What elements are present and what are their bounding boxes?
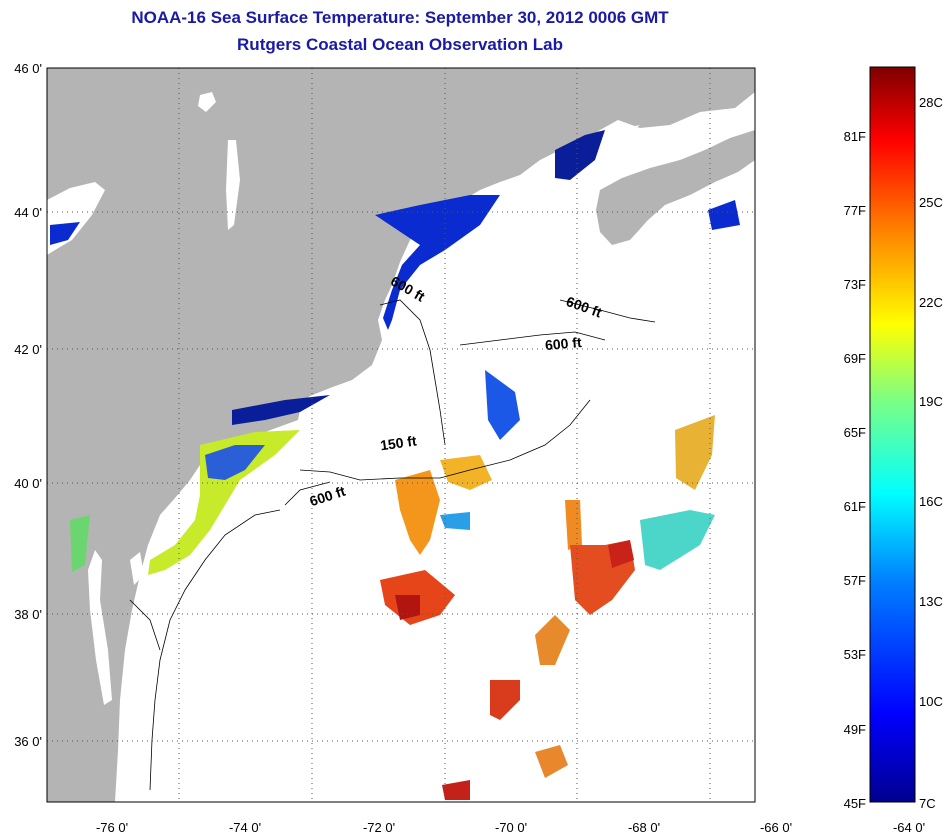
land-nova-scotia — [596, 130, 755, 245]
colorbar-celsius-labels: 28C 25C 22C 19C 16C 13C 10C 7C — [919, 95, 943, 811]
cb-c-label: 13C — [919, 594, 943, 609]
lat-tick-label: 36 0' — [14, 734, 42, 749]
cb-c-label: 25C — [919, 195, 943, 210]
depth-label: 150 ft — [379, 432, 418, 453]
cb-f-label: 81F — [844, 129, 866, 144]
lat-tick-label: 38 0' — [14, 607, 42, 622]
colorbar — [869, 66, 916, 803]
latitude-axis: 46 0' 44 0' 42 0' 40 0' 38 0' 36 0' — [14, 61, 42, 749]
chesapeake-bay — [88, 550, 112, 705]
cb-f-label: 65F — [844, 425, 866, 440]
colorbar-fahrenheit-labels: 81F 77F 73F 69F 65F 61F 57F 53F 49F 45F — [844, 129, 866, 811]
cb-c-label: 7C — [919, 796, 936, 811]
lat-lon-grid — [47, 68, 755, 802]
lon-tick-label: -66 0' — [760, 820, 792, 835]
cb-f-label: 49F — [844, 722, 866, 737]
lon-tick-label: -70 0' — [495, 820, 527, 835]
sst-data — [50, 130, 740, 800]
cb-c-label: 28C — [919, 95, 943, 110]
cb-f-label: 53F — [844, 647, 866, 662]
cb-f-label: 57F — [844, 573, 866, 588]
map-subtitle: Rutgers Coastal Ocean Observation Lab — [237, 35, 563, 54]
land-mainland — [47, 68, 755, 802]
lon-tick-label: -72 0' — [363, 820, 395, 835]
cb-c-label: 16C — [919, 494, 943, 509]
lon-tick-label: -64 0' — [893, 820, 925, 835]
lon-tick-label: -76 0' — [96, 820, 128, 835]
lat-tick-label: 40 0' — [14, 476, 42, 491]
lon-tick-label: -74 0' — [229, 820, 261, 835]
lat-tick-label: 46 0' — [14, 61, 42, 76]
cb-c-label: 19C — [919, 394, 943, 409]
cb-c-label: 22C — [919, 295, 943, 310]
lon-tick-label: -68 0' — [628, 820, 660, 835]
longitude-axis: -76 0' -74 0' -72 0' -70 0' -68 0' -66 0… — [96, 820, 925, 835]
bathymetry-contours — [129, 299, 656, 791]
cb-f-label: 77F — [844, 203, 866, 218]
cb-c-label: 10C — [919, 694, 943, 709]
map-frame — [46, 67, 756, 803]
lake-champlain — [226, 140, 240, 230]
lat-tick-label: 42 0' — [14, 342, 42, 357]
lat-tick-label: 44 0' — [14, 205, 42, 220]
delaware-bay — [130, 552, 144, 585]
map-title: NOAA-16 Sea Surface Temperature: Septemb… — [131, 8, 669, 27]
cb-f-label: 45F — [844, 796, 866, 811]
lake — [198, 92, 216, 112]
cb-f-label: 73F — [844, 277, 866, 292]
cb-f-label: 61F — [844, 499, 866, 514]
cb-f-label: 69F — [844, 351, 866, 366]
depth-label: 600 ft — [544, 334, 582, 353]
